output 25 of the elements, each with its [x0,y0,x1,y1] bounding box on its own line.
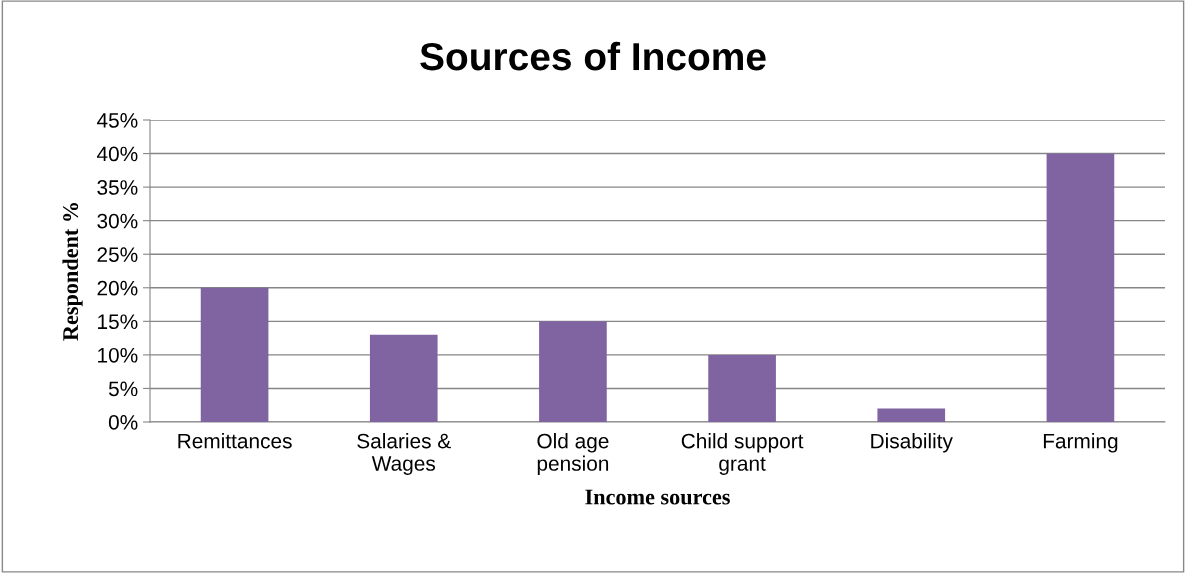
x-tick-label: Disability [871,433,953,453]
x-axis-title: Income sources [585,489,730,505]
x-tick-label: Farming [1043,433,1118,453]
y-tick-label: 45% [96,113,138,128]
y-axis-title: Respondent % [62,203,83,341]
bar [877,408,946,422]
bar [369,334,438,422]
y-tick-label: 35% [97,180,138,195]
x-tick-label: Child support grant [681,433,804,475]
y-tick-label: 20% [97,280,138,296]
y-tick-label: 5% [108,381,138,397]
y-tick-label: 10% [98,347,138,363]
x-tick-label: Old age pension [537,433,609,475]
x-tick-label: Salaries & Wages [357,433,451,475]
x-tick-label: Remittances [178,433,292,449]
bar [539,321,607,422]
bar [708,354,776,422]
bar [1046,153,1115,422]
y-tick-label: 0% [108,415,138,430]
y-tick-label: 25% [97,247,138,262]
bar [200,287,269,422]
y-tick-label: 30% [97,213,138,229]
chart-title: Sources of Income [420,41,766,71]
y-tick-label: 15% [98,314,138,330]
y-tick-label: 40% [96,146,138,162]
